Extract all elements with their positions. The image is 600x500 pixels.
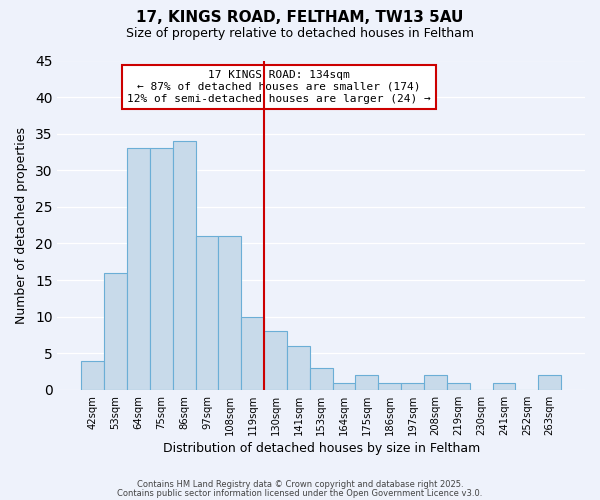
Bar <box>127 148 150 390</box>
Bar <box>82 360 104 390</box>
Bar <box>173 141 196 390</box>
Bar <box>196 236 218 390</box>
Text: 17 KINGS ROAD: 134sqm
← 87% of detached houses are smaller (174)
12% of semi-det: 17 KINGS ROAD: 134sqm ← 87% of detached … <box>127 70 431 104</box>
Bar <box>401 382 424 390</box>
Text: Size of property relative to detached houses in Feltham: Size of property relative to detached ho… <box>126 28 474 40</box>
Bar <box>264 332 287 390</box>
Bar <box>310 368 332 390</box>
Text: 17, KINGS ROAD, FELTHAM, TW13 5AU: 17, KINGS ROAD, FELTHAM, TW13 5AU <box>136 10 464 25</box>
X-axis label: Distribution of detached houses by size in Feltham: Distribution of detached houses by size … <box>163 442 480 455</box>
Y-axis label: Number of detached properties: Number of detached properties <box>15 126 28 324</box>
Bar <box>424 375 447 390</box>
Bar <box>241 316 264 390</box>
Bar <box>104 272 127 390</box>
Bar <box>355 375 379 390</box>
Text: Contains HM Land Registry data © Crown copyright and database right 2025.: Contains HM Land Registry data © Crown c… <box>137 480 463 489</box>
Text: Contains public sector information licensed under the Open Government Licence v3: Contains public sector information licen… <box>118 488 482 498</box>
Bar <box>332 382 355 390</box>
Bar <box>150 148 173 390</box>
Bar <box>379 382 401 390</box>
Bar <box>218 236 241 390</box>
Bar <box>447 382 470 390</box>
Bar <box>493 382 515 390</box>
Bar <box>287 346 310 390</box>
Bar <box>538 375 561 390</box>
